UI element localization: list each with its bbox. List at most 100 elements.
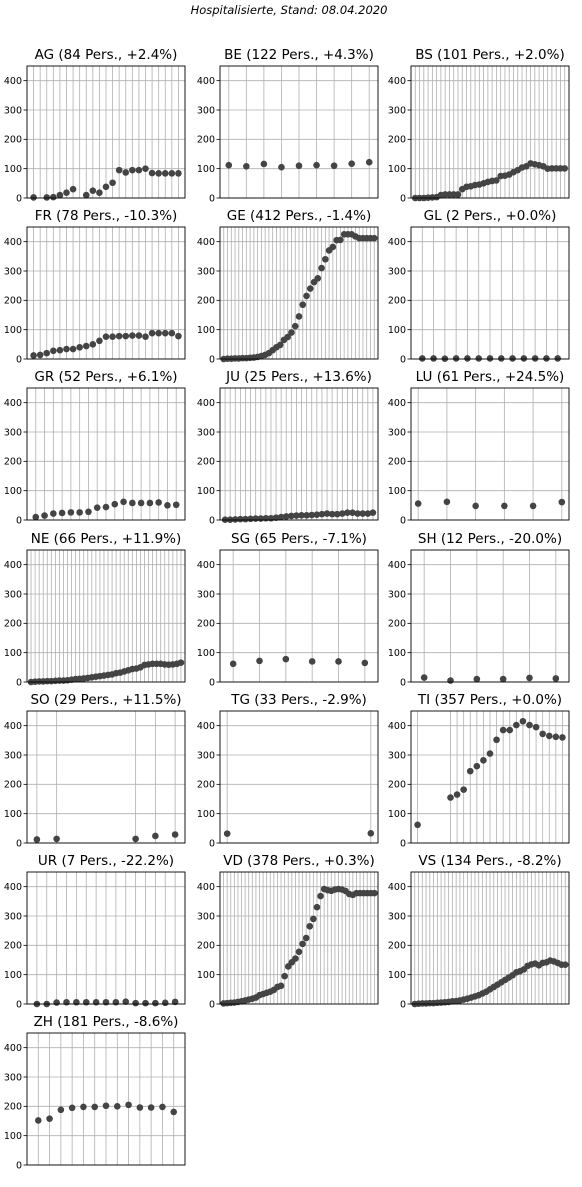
- y-tick-label: 300: [4, 750, 22, 761]
- y-tick-label: 200: [388, 619, 406, 630]
- y-tick-label: 0: [209, 354, 215, 365]
- data-point: [272, 514, 280, 521]
- data-point: [293, 512, 300, 519]
- data-point: [306, 285, 314, 292]
- data-point: [142, 165, 149, 172]
- panel-fr: FR (78 Pers., -10.3%) 0 100 200 300 400: [4, 208, 186, 365]
- data-point: [53, 835, 60, 843]
- panel-so: SO (29 Pers., +11.5%) 0 100 200 300 400: [4, 692, 186, 849]
- panel-title-so: SO (29 Pers., +11.5%): [30, 692, 181, 708]
- data-point: [247, 515, 254, 523]
- y-tick-label: 400: [197, 398, 215, 409]
- data-point: [520, 355, 528, 362]
- data-point: [328, 510, 336, 518]
- data-point: [509, 355, 516, 362]
- panel-gr: GR (52 Pers., +6.1%) 0 100 200 300 400: [4, 369, 186, 526]
- data-point: [288, 329, 295, 336]
- y-tick-label: 100: [388, 970, 406, 981]
- data-point: [129, 332, 136, 339]
- y-tick-label: 300: [197, 750, 215, 761]
- y-tick-label: 0: [16, 193, 22, 204]
- y-tick-label: 100: [197, 486, 215, 497]
- data-point: [225, 161, 233, 169]
- data-point: [513, 721, 520, 729]
- y-tick-label: 400: [197, 237, 215, 248]
- y-tick-label: 100: [4, 648, 22, 659]
- y-tick-label: 400: [388, 76, 406, 87]
- data-point: [91, 1103, 99, 1111]
- panel-ur: UR (7 Pers., -22.2%) 0 100 200 300 400: [4, 853, 186, 1010]
- panel-title-sh: SH (12 Pers., -20.0%): [418, 531, 562, 547]
- data-point: [73, 998, 80, 1006]
- data-point: [543, 355, 550, 362]
- data-point: [292, 955, 299, 962]
- data-point: [472, 502, 479, 510]
- y-tick-label: 200: [388, 135, 406, 146]
- panel-title-vd: VD (378 Pers., +0.3%): [223, 853, 375, 869]
- y-tick-label: 0: [209, 193, 215, 204]
- data-point: [475, 355, 483, 362]
- data-point: [277, 982, 285, 990]
- data-point: [298, 512, 305, 519]
- data-point: [260, 160, 268, 168]
- data-point: [310, 915, 317, 923]
- plot-frame: [26, 549, 186, 683]
- data-point: [137, 499, 145, 507]
- data-point: [76, 343, 83, 351]
- data-point: [46, 1115, 53, 1122]
- y-tick-label: 100: [197, 648, 215, 659]
- panel-title-be: BE (122 Pers., +4.3%): [224, 47, 374, 63]
- y-tick-label: 100: [197, 164, 215, 175]
- y-tick-label: 100: [388, 164, 406, 175]
- data-point: [282, 655, 290, 663]
- y-tick-label: 100: [388, 486, 406, 497]
- y-tick-label: 400: [388, 560, 406, 571]
- plot-frame: [410, 226, 570, 360]
- data-point: [69, 345, 77, 353]
- data-point: [132, 999, 139, 1007]
- y-tick-label: 0: [400, 838, 406, 849]
- data-point: [302, 934, 310, 942]
- data-point: [529, 502, 537, 510]
- panel-title-ag: AG (84 Pers., +2.4%): [35, 47, 178, 63]
- data-point: [453, 791, 461, 798]
- data-point: [506, 726, 514, 734]
- y-tick-label: 100: [388, 809, 406, 820]
- y-tick-label: 400: [4, 882, 22, 893]
- data-point: [554, 355, 562, 362]
- y-tick-label: 0: [16, 354, 22, 365]
- y-tick-label: 400: [4, 398, 22, 409]
- data-point: [278, 163, 285, 171]
- data-point: [344, 509, 351, 516]
- data-point: [113, 1103, 121, 1110]
- data-point: [299, 940, 306, 948]
- data-point: [135, 166, 143, 174]
- y-tick-label: 300: [4, 105, 22, 116]
- data-point: [318, 510, 326, 518]
- y-tick-label: 0: [16, 515, 22, 526]
- panel-title-vs: VS (134 Pers., -8.2%): [418, 853, 561, 869]
- data-point: [122, 169, 130, 176]
- y-tick-label: 0: [16, 999, 22, 1010]
- data-point: [460, 786, 467, 793]
- data-point: [122, 332, 130, 340]
- data-point: [63, 189, 70, 197]
- y-tick-label: 200: [388, 941, 406, 952]
- data-point: [493, 177, 500, 184]
- y-tick-label: 200: [4, 780, 22, 791]
- data-point: [50, 193, 57, 201]
- y-tick-label: 300: [4, 266, 22, 277]
- plot-frame: [26, 226, 186, 360]
- data-point: [171, 831, 179, 838]
- y-tick-label: 0: [400, 515, 406, 526]
- data-point: [115, 166, 123, 174]
- data-point: [447, 794, 454, 801]
- y-tick-label: 400: [4, 721, 22, 732]
- y-tick-label: 300: [388, 266, 406, 277]
- data-point: [369, 509, 377, 516]
- panel-vd: VD (378 Pers., +0.3%) 0 100 200 300 400: [197, 853, 379, 1010]
- data-point: [92, 998, 100, 1006]
- y-tick-label: 300: [4, 589, 22, 600]
- data-point: [276, 341, 284, 349]
- data-point: [155, 170, 162, 177]
